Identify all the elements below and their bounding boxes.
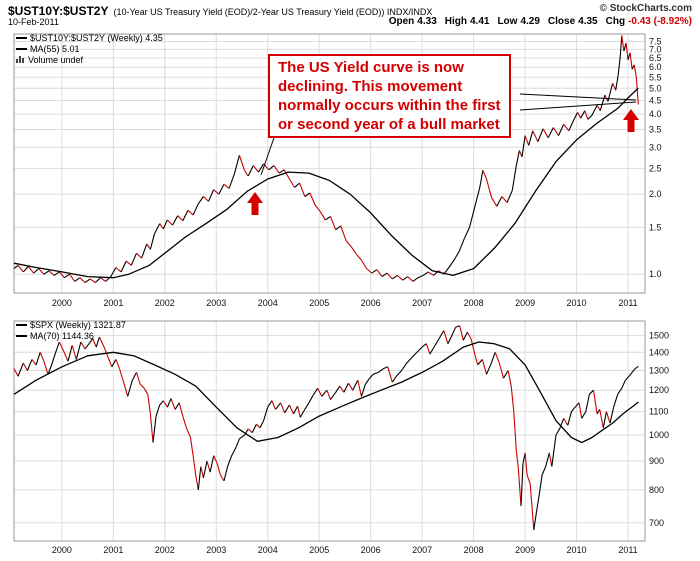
- svg-text:800: 800: [649, 485, 664, 495]
- volume-bars-icon: [16, 55, 25, 66]
- legend-row-price: $UST10Y:$UST2Y (Weekly) 4.35: [16, 33, 163, 44]
- svg-text:2007: 2007: [412, 298, 432, 308]
- svg-text:2006: 2006: [361, 545, 381, 555]
- legend-row-spx: $SPX (Weekly) 1321.87: [16, 320, 126, 331]
- legend-row-ma: MA(55) 5.01: [16, 44, 163, 55]
- spx-line-swatch: [16, 323, 27, 326]
- svg-text:700: 700: [649, 518, 664, 528]
- low-value: 4.29: [520, 16, 540, 27]
- svg-text:5.5: 5.5: [649, 72, 662, 82]
- svg-text:3.0: 3.0: [649, 142, 662, 152]
- svg-text:2006: 2006: [361, 298, 381, 308]
- svg-text:2009: 2009: [515, 298, 535, 308]
- svg-text:2000: 2000: [52, 545, 72, 555]
- chart-date: 10-Feb-2011: [8, 17, 59, 27]
- price-legend-label: $UST10Y:$UST2Y (Weekly) 4.35: [30, 33, 163, 43]
- spx-ma-legend-label: MA(70) 1144.36: [30, 331, 94, 341]
- svg-text:5.0: 5.0: [649, 83, 662, 93]
- chg-label: Chg: [605, 16, 626, 27]
- volume-legend-label: Volume undef: [28, 55, 84, 65]
- svg-text:2003: 2003: [206, 298, 226, 308]
- svg-text:2008: 2008: [464, 545, 484, 555]
- chart-description: (10-Year US Treasury Yield (EOD)/2-Year …: [113, 7, 433, 17]
- svg-text:2005: 2005: [309, 298, 329, 308]
- svg-text:2010: 2010: [567, 545, 587, 555]
- ma-legend-label: MA(55) 5.01: [30, 44, 80, 54]
- annotation-box: The US Yield curve is now declining. This…: [268, 54, 511, 138]
- svg-text:1.5: 1.5: [649, 222, 662, 232]
- low-label: Low: [497, 16, 518, 27]
- svg-text:2007: 2007: [412, 545, 432, 555]
- svg-text:1000: 1000: [649, 430, 669, 440]
- svg-text:7.0: 7.0: [649, 44, 662, 54]
- ma-line-swatch: [16, 47, 27, 50]
- svg-text:2000: 2000: [52, 298, 72, 308]
- svg-text:1100: 1100: [649, 407, 668, 417]
- svg-text:2.0: 2.0: [649, 189, 662, 199]
- svg-text:2002: 2002: [155, 545, 175, 555]
- svg-text:6.0: 6.0: [649, 62, 662, 72]
- svg-text:2002: 2002: [155, 298, 175, 308]
- svg-text:2009: 2009: [515, 545, 535, 555]
- svg-text:2.5: 2.5: [649, 163, 662, 173]
- copyright: © StockCharts.com: [599, 3, 692, 14]
- svg-text:7.5: 7.5: [649, 36, 662, 46]
- svg-text:1200: 1200: [649, 385, 669, 395]
- svg-text:2004: 2004: [258, 298, 278, 308]
- svg-text:2003: 2003: [206, 545, 226, 555]
- open-value: 4.33: [417, 16, 437, 27]
- svg-text:2001: 2001: [103, 545, 123, 555]
- ratio-chart-legend: $UST10Y:$UST2Y (Weekly) 4.35 MA(55) 5.01…: [16, 33, 163, 66]
- annotation-text: The US Yield curve is now declining. This…: [278, 59, 501, 133]
- spx-ma-line-swatch: [16, 334, 27, 337]
- svg-text:2011: 2011: [618, 298, 637, 308]
- spx-chart: 1500 1400 1300 1200 1100 1000 900 800 700 2000 200…: [13, 320, 669, 555]
- svg-text:4.5: 4.5: [649, 95, 662, 105]
- chg-value: -0.43 (-8.92%): [628, 16, 692, 27]
- spx-legend-label: $SPX (Weekly) 1321.87: [30, 320, 126, 330]
- open-label: Open: [388, 16, 415, 27]
- legend-row-spx-ma: MA(70) 1144.36: [16, 331, 126, 342]
- svg-text:900: 900: [649, 456, 664, 466]
- svg-text:1300: 1300: [649, 366, 669, 376]
- high-label: High: [444, 16, 467, 27]
- quote-bar: Open 4.33 High 4.41 Low 4.29 Close 4.35 Chg -0.43…: [381, 16, 692, 27]
- header-title-row: $UST10Y:$UST2Y (10-Year US Treasury Yield…: [8, 2, 432, 20]
- spx-chart-legend: $SPX (Weekly) 1321.87 MA(70) 1144.36: [16, 320, 126, 342]
- legend-row-volume: Volume undef: [16, 55, 163, 66]
- svg-text:2010: 2010: [567, 298, 587, 308]
- svg-text:1500: 1500: [649, 330, 669, 340]
- svg-text:1400: 1400: [649, 347, 669, 357]
- high-value: 4.41: [469, 16, 490, 27]
- price-line-swatch: [16, 36, 27, 39]
- svg-text:3.5: 3.5: [649, 125, 662, 135]
- svg-text:2005: 2005: [309, 545, 329, 555]
- svg-text:2008: 2008: [464, 298, 484, 308]
- svg-text:2011: 2011: [618, 545, 637, 555]
- svg-text:6.5: 6.5: [649, 53, 662, 63]
- close-value: 4.35: [578, 16, 598, 27]
- svg-text:2001: 2001: [103, 298, 123, 308]
- symbol-title: $UST10Y:$UST2Y: [8, 4, 109, 18]
- svg-text:1.0: 1.0: [649, 269, 662, 279]
- svg-text:4.0: 4.0: [649, 109, 662, 119]
- svg-text:2004: 2004: [258, 545, 278, 555]
- close-label: Close: [547, 16, 576, 27]
